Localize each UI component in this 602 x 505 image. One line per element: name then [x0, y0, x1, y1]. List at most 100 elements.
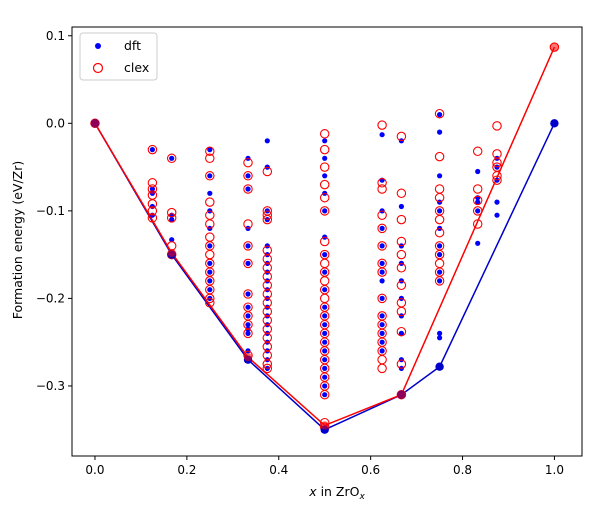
clex-point: [243, 258, 253, 269]
dft-point: [379, 339, 385, 345]
clex-point: [147, 184, 158, 194]
legend-clex-marker: [92, 62, 104, 74]
dft-point: [149, 147, 155, 153]
dft-point: [379, 330, 385, 336]
legend-clex-label: clex: [124, 60, 149, 75]
clex-point: [262, 359, 273, 369]
x-tick-label: 0.8: [453, 463, 472, 477]
x-tick-label: 0.4: [269, 463, 288, 477]
clex-point: [396, 188, 407, 199]
dft-point: [379, 322, 385, 328]
dft-point: [245, 291, 251, 297]
clex-hull-vertex: [320, 421, 329, 430]
dft-point: [322, 173, 328, 179]
clex-point: [243, 184, 253, 194]
clex-point: [396, 306, 407, 317]
dft-point: [379, 260, 385, 266]
dft-point: [149, 186, 155, 192]
clex-point: [205, 153, 215, 164]
legend: dft clex: [79, 32, 158, 81]
dft-point: [207, 269, 213, 275]
clex-point: [377, 293, 387, 304]
dft-point: [322, 155, 328, 161]
clex-point: [319, 162, 330, 172]
dft-point: [379, 132, 385, 138]
clex-point: [262, 210, 273, 220]
dft-point: [245, 173, 251, 179]
clex-point: [472, 219, 483, 229]
dft-point: [322, 365, 328, 371]
dft-point: [169, 155, 175, 161]
clex-point: [396, 326, 407, 337]
dft-point: [379, 225, 385, 231]
clex-point: [396, 263, 407, 273]
dft-point: [207, 190, 213, 196]
clex-point: [319, 236, 330, 247]
clex-point: [377, 184, 387, 194]
dft-point: [379, 278, 385, 284]
dft-point: [245, 330, 251, 336]
clex-point: [205, 171, 215, 181]
dft-point: [379, 269, 385, 275]
clex-point: [472, 195, 483, 206]
clex-hull-vertex: [90, 119, 100, 128]
clex-point: [166, 207, 177, 218]
y-tick-label: 0.1: [46, 29, 65, 43]
clex-point: [205, 146, 215, 157]
clex-point: [492, 171, 502, 181]
clex-point: [396, 131, 407, 142]
dft-point: [437, 208, 443, 214]
clex-hull-vertex: [167, 248, 176, 258]
plot-frame: [71, 26, 583, 457]
dft-point: [207, 278, 213, 284]
clex-hull-line: [94, 46, 556, 427]
dft-point: [322, 304, 328, 310]
clex-point: [319, 129, 330, 139]
dft-point: [322, 383, 328, 389]
dft-point: [437, 278, 443, 284]
legend-dft-label: dft: [124, 38, 141, 53]
dft-point: [475, 208, 481, 214]
clex-point: [377, 267, 387, 277]
clex-point: [166, 153, 177, 164]
x-axis-ticks: 0.0 0.2 0.4 0.6 0.8 1.0: [85, 456, 564, 477]
dft-point: [207, 287, 213, 293]
clex-point: [472, 146, 483, 157]
dft-point: [494, 212, 500, 218]
clex-point: [243, 157, 253, 168]
dft-point: [379, 348, 385, 354]
dft-point: [169, 217, 175, 223]
dft-point: [245, 322, 251, 328]
dft-point: [322, 322, 328, 328]
dft-point: [245, 243, 251, 249]
x-tick-label: 0.2: [177, 463, 196, 477]
clex-point: [434, 151, 445, 162]
clex-point: [396, 280, 407, 291]
clex-point: [205, 197, 215, 207]
dft-point: [322, 374, 328, 380]
clex-point: [147, 206, 158, 216]
y-tick-label: −0.1: [36, 204, 65, 218]
dft-point: [437, 335, 443, 341]
y-tick-label: −0.3: [36, 379, 65, 393]
clex-point: [396, 214, 407, 225]
dft-point: [207, 243, 213, 249]
hull-markers: [90, 42, 559, 434]
clex-point: [243, 289, 253, 299]
dft-point: [437, 330, 443, 336]
clex-point: [319, 192, 330, 203]
x-tick-label: 0.0: [85, 463, 104, 477]
legend-dft-marker: [95, 43, 101, 49]
dft-point: [437, 129, 443, 135]
clex-point: [492, 175, 502, 185]
dft-point: [437, 173, 443, 179]
dft-point: [398, 203, 404, 210]
dft-point: [322, 252, 328, 258]
dft-point: [322, 269, 328, 275]
x-tick-label: 1.0: [545, 463, 564, 477]
dft-point: [245, 313, 251, 319]
clex-point: [472, 206, 483, 216]
dft-point: [322, 392, 328, 398]
dft-point: [475, 168, 481, 175]
clex-point: [396, 359, 407, 369]
